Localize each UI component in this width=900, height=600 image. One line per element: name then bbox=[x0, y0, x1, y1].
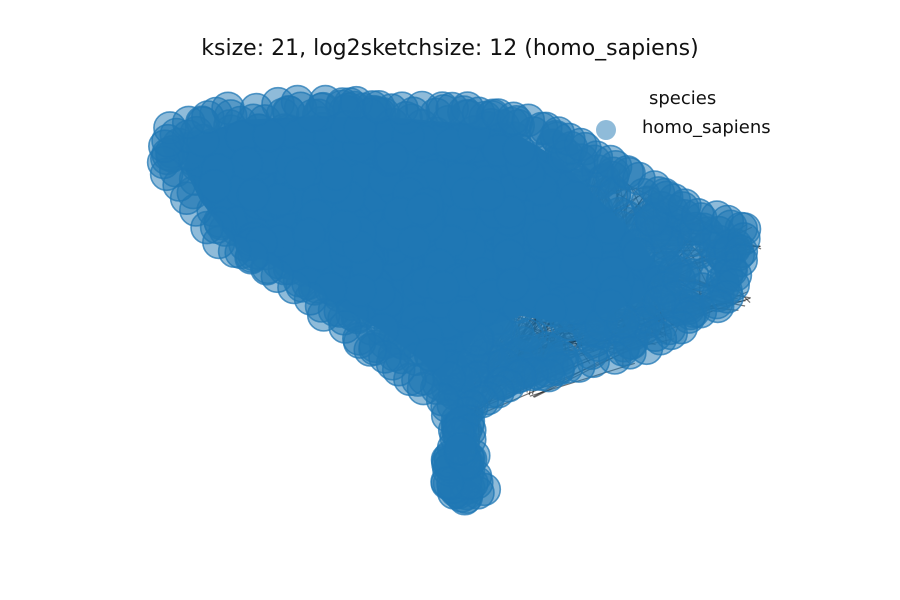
graph-node bbox=[592, 210, 627, 245]
graph-node bbox=[471, 177, 506, 212]
graph-node bbox=[375, 140, 409, 175]
legend: species homo_sapiens bbox=[592, 88, 812, 148]
graph-node bbox=[430, 466, 465, 500]
graph-node bbox=[229, 146, 264, 181]
graph-node bbox=[443, 432, 478, 466]
graph-node bbox=[533, 293, 568, 327]
graph-node bbox=[621, 237, 656, 272]
graph-node bbox=[308, 84, 343, 119]
graph-node bbox=[211, 91, 245, 126]
graph-node bbox=[319, 157, 354, 191]
graph-node bbox=[343, 273, 377, 308]
graph-node bbox=[397, 225, 431, 259]
graph-node bbox=[492, 238, 526, 273]
graph-node bbox=[198, 169, 232, 203]
graph-node bbox=[642, 285, 677, 319]
graph-node bbox=[413, 337, 448, 372]
graph-node bbox=[236, 178, 271, 212]
graph-node bbox=[447, 299, 482, 333]
graph-node bbox=[405, 192, 440, 227]
legend-marker bbox=[596, 120, 616, 140]
legend-item-homo-sapiens: homo_sapiens bbox=[592, 116, 812, 144]
graph-node bbox=[555, 205, 590, 239]
graph-node bbox=[593, 288, 628, 323]
graph-node bbox=[502, 133, 536, 168]
legend-title: species bbox=[649, 88, 717, 109]
graph-node bbox=[292, 217, 327, 252]
graph-nodes bbox=[146, 84, 762, 516]
graph-node bbox=[283, 156, 318, 191]
graph-node bbox=[510, 318, 544, 352]
graph-node bbox=[525, 219, 560, 253]
graph-node bbox=[496, 267, 530, 302]
graph-node bbox=[327, 209, 362, 244]
graph-node bbox=[426, 270, 461, 305]
graph-node bbox=[151, 123, 185, 158]
plot-title: ksize: 21, log2sketchsize: 12 (homo_sapi… bbox=[201, 36, 699, 61]
legend-label: homo_sapiens bbox=[642, 117, 771, 138]
